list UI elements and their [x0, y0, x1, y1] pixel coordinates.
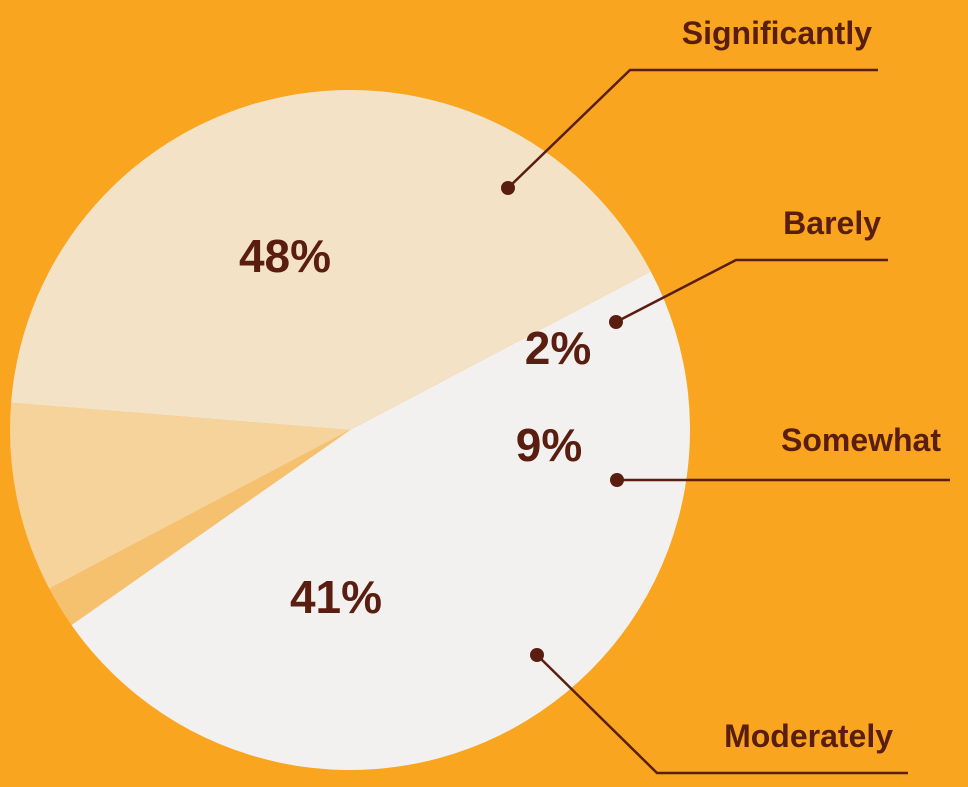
leader-lines [501, 68, 950, 775]
leader-dot-somewhat [610, 473, 624, 487]
pie-slice-somewhat [10, 402, 350, 589]
leader-dot-barely [609, 315, 623, 329]
category-label-barely: Barely [783, 205, 881, 241]
category-label-moderately: Moderately [724, 718, 893, 754]
slice-value-label-somewhat: 9% [516, 419, 582, 471]
labels: 48% Significantly 2% Barely 9% Somewhat 41% Mod… [239, 15, 941, 754]
leader-dot-moderately [530, 648, 544, 662]
pie-slice-significantly [71, 271, 691, 771]
leader-line-barely [615, 258, 888, 324]
pie-slice-moderately [11, 90, 651, 430]
category-label-significantly: Significantly [682, 15, 872, 51]
slice-value-label-significantly: 48% [239, 230, 331, 282]
leader-line-moderately [536, 654, 908, 775]
leader-dot-significantly [501, 181, 515, 195]
leader-line-significantly [507, 68, 878, 189]
pie-slices [10, 90, 691, 771]
slice-value-label-barely: 2% [525, 322, 591, 374]
pie-slice-barely [49, 430, 351, 626]
slice-value-label-moderately: 41% [290, 571, 382, 623]
category-label-somewhat: Somewhat [781, 422, 941, 458]
